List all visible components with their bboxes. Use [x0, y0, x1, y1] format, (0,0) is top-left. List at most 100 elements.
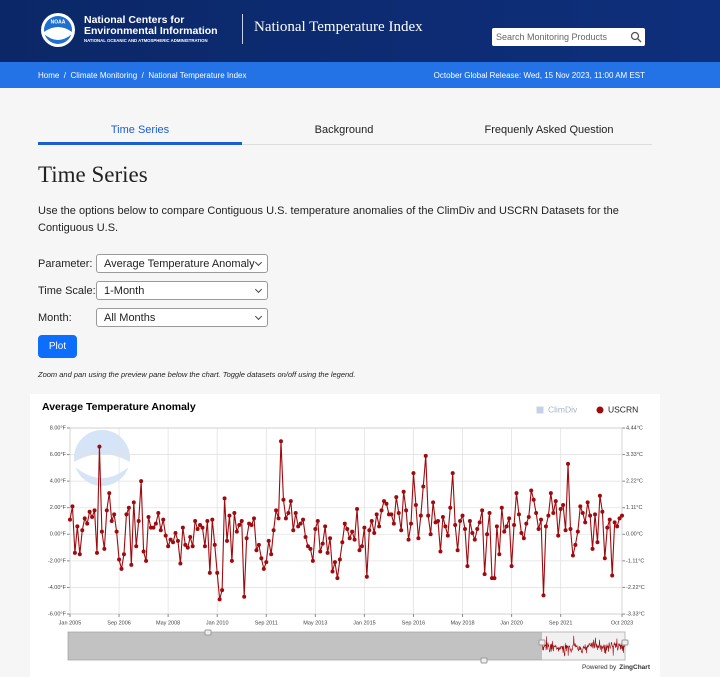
data-point — [252, 516, 256, 521]
data-point — [467, 519, 472, 523]
data-point — [163, 533, 168, 538]
data-point — [494, 524, 499, 529]
data-point — [239, 519, 244, 523]
preview-mask — [68, 632, 542, 660]
credit-brand[interactable]: ZingChart — [619, 664, 651, 671]
data-point — [303, 534, 308, 539]
data-point — [139, 479, 144, 484]
y-tick-label: -4.00°F — [48, 585, 67, 591]
preview-handle[interactable] — [480, 657, 488, 664]
data-point — [485, 532, 490, 537]
data-point — [330, 569, 335, 574]
data-point — [274, 508, 279, 513]
data-point — [409, 521, 414, 526]
tab[interactable]: Frequenly Asked Question — [484, 124, 614, 136]
release-note: October Global Release: Wed, 15 Nov 2023… — [433, 71, 645, 80]
y2-tick-label: 4.44°C — [626, 425, 643, 431]
data-line — [69, 441, 623, 600]
data-point — [487, 511, 492, 516]
data-point — [227, 513, 232, 518]
select[interactable]: 1-Month — [96, 281, 268, 300]
data-point — [399, 528, 404, 533]
data-point — [310, 558, 315, 563]
data-point — [146, 515, 151, 520]
y2-tick-label: -3.33°C — [626, 611, 645, 617]
data-point — [323, 524, 328, 529]
data-point — [389, 512, 394, 517]
data-point — [607, 517, 612, 522]
data-point — [615, 524, 620, 529]
data-point — [551, 511, 556, 516]
data-point — [286, 511, 291, 516]
data-point — [229, 558, 234, 563]
data-point — [264, 560, 269, 565]
data-point — [593, 512, 598, 517]
data-point — [266, 538, 271, 543]
data-point — [431, 500, 436, 505]
data-point — [82, 516, 87, 521]
breadcrumb-sep: / — [141, 71, 144, 80]
data-point — [212, 542, 217, 547]
logo-text: NOAA — [51, 19, 66, 25]
data-point — [185, 545, 190, 550]
x-tick-label: Sep 2021 — [549, 620, 573, 626]
y-tick-label: 2.00°F — [50, 505, 67, 511]
breadcrumb-sep: / — [63, 71, 67, 80]
data-point — [529, 488, 534, 493]
preview-handle[interactable] — [204, 629, 212, 636]
data-point — [514, 491, 519, 496]
y2-tick-label: -2.22°C — [626, 585, 645, 591]
search-icon — [630, 31, 642, 43]
legend-item[interactable]: ClimDiv — [536, 404, 579, 414]
data-point — [244, 536, 249, 541]
preview-handle[interactable] — [621, 639, 629, 646]
data-point — [418, 513, 423, 518]
legend-item[interactable]: USCRN — [596, 404, 639, 414]
data-point — [578, 504, 583, 509]
data-point — [342, 521, 347, 526]
chart-title: Average Temperature Anomaly — [42, 401, 196, 413]
breadcrumb-link[interactable]: Home — [38, 71, 60, 80]
data-point — [462, 526, 467, 531]
data-point — [166, 544, 171, 549]
data-point — [355, 507, 360, 512]
x-tick-label: Sep 2016 — [402, 620, 426, 626]
y2-tick-label: 3.33°C — [626, 452, 643, 458]
data-point — [480, 508, 485, 513]
data-point — [379, 508, 384, 513]
data-point — [499, 505, 504, 510]
plot-button[interactable]: Plot — [38, 335, 77, 358]
org-line: National Centers for — [84, 14, 185, 26]
select[interactable]: Average Temperature Anomaly — [96, 254, 268, 273]
data-point — [472, 537, 477, 542]
data-point — [288, 499, 293, 504]
data-point — [359, 544, 364, 549]
data-point — [521, 536, 526, 541]
data-point — [102, 546, 107, 551]
tab-active[interactable]: Time Series — [110, 124, 170, 136]
data-point — [90, 515, 95, 520]
tab[interactable]: Background — [314, 124, 374, 136]
breadcrumb-link[interactable]: Climate Monitoring — [70, 71, 138, 80]
data-point — [232, 511, 237, 516]
data-point — [347, 536, 352, 541]
data-point — [416, 536, 421, 541]
noaa-logo[interactable]: NOAA — [40, 12, 76, 48]
data-point — [92, 508, 97, 513]
y2-tick-label: 2.22°C — [626, 479, 643, 485]
select[interactable]: All Months — [96, 308, 268, 327]
data-point — [281, 497, 286, 502]
y-tick-label: 8.00°F — [50, 425, 67, 431]
data-point — [475, 526, 480, 531]
breadcrumb: Home / Climate Monitoring / National Tem… — [38, 71, 246, 80]
data-point — [455, 548, 460, 553]
data-point — [85, 521, 90, 526]
data-point — [261, 566, 266, 571]
data-point — [413, 503, 418, 508]
data-point — [597, 493, 602, 498]
preview-handle[interactable] — [538, 639, 546, 646]
search-box[interactable]: Search Monitoring Products — [492, 28, 645, 46]
x-tick-label: Jan 2005 — [59, 620, 82, 626]
data-point — [512, 522, 517, 527]
form-label: Month: — [38, 312, 72, 324]
